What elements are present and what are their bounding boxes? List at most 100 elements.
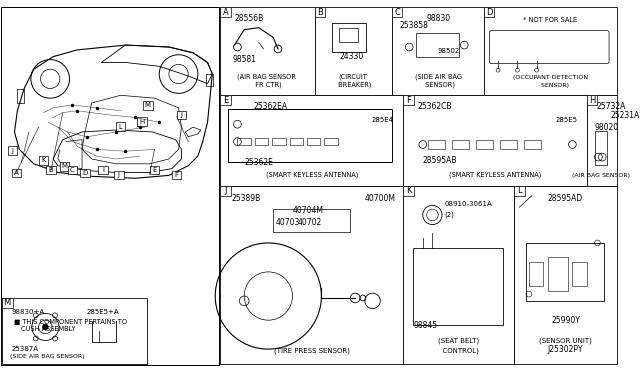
- Bar: [12, 169, 21, 177]
- Text: 285E4: 285E4: [372, 117, 394, 123]
- Bar: [1, 7, 219, 365]
- Bar: [587, 95, 617, 186]
- Bar: [114, 170, 124, 179]
- Bar: [526, 243, 604, 301]
- Text: 25732A: 25732A: [596, 102, 626, 111]
- Text: * NOT FOR SALE: * NOT FOR SALE: [523, 17, 577, 23]
- Bar: [289, 138, 303, 145]
- Text: (SMART KEYLESS ANTENNA): (SMART KEYLESS ANTENNA): [266, 172, 358, 178]
- Bar: [515, 186, 525, 196]
- Text: 08910-3061A: 08910-3061A: [444, 201, 492, 207]
- Text: 28595AD: 28595AD: [548, 195, 583, 203]
- Text: CONTROL): CONTROL): [438, 347, 479, 354]
- Bar: [38, 156, 48, 165]
- Bar: [143, 101, 152, 110]
- Text: D: D: [486, 8, 492, 17]
- Bar: [403, 95, 587, 186]
- Text: J: J: [118, 172, 120, 178]
- Text: 98502: 98502: [437, 48, 460, 54]
- Bar: [428, 140, 445, 149]
- Text: ■ THIS COMPONENT PERTAINS TO: ■ THIS COMPONENT PERTAINS TO: [15, 319, 127, 325]
- Bar: [548, 257, 568, 291]
- Bar: [272, 138, 285, 145]
- Bar: [452, 140, 469, 149]
- Bar: [17, 89, 24, 103]
- Text: F: F: [406, 96, 412, 105]
- Bar: [220, 95, 230, 105]
- Text: (CIRCUIT: (CIRCUIT: [339, 73, 368, 80]
- Text: 40702: 40702: [298, 218, 321, 227]
- Bar: [413, 248, 503, 325]
- Bar: [205, 74, 213, 86]
- Text: 24330: 24330: [339, 52, 364, 61]
- Text: (OCCUPANT DETECTION: (OCCUPANT DETECTION: [513, 75, 588, 80]
- Bar: [220, 7, 230, 17]
- Bar: [116, 122, 125, 131]
- Text: 98020: 98020: [595, 123, 619, 132]
- Text: 25990Y: 25990Y: [551, 316, 580, 325]
- Text: CUSH ASSEMBLY: CUSH ASSEMBLY: [21, 326, 76, 332]
- Text: 25362E: 25362E: [244, 158, 273, 167]
- Bar: [476, 140, 493, 149]
- Text: A: A: [223, 8, 228, 17]
- Text: H: H: [589, 96, 595, 105]
- Text: E: E: [223, 96, 228, 105]
- Bar: [273, 209, 350, 232]
- Text: (AIR BAG SENSOR: (AIR BAG SENSOR: [237, 73, 296, 80]
- Text: A: A: [14, 170, 19, 176]
- Text: J: J: [12, 148, 13, 154]
- Text: K: K: [41, 157, 45, 163]
- Text: M: M: [61, 163, 68, 169]
- Bar: [8, 147, 17, 155]
- Bar: [177, 111, 186, 119]
- Bar: [572, 262, 587, 286]
- Bar: [307, 138, 321, 145]
- Text: L: L: [118, 124, 123, 129]
- Text: C: C: [70, 167, 75, 173]
- Text: 285E5+A: 285E5+A: [87, 310, 120, 315]
- Bar: [587, 95, 598, 105]
- Text: 25231A: 25231A: [611, 111, 640, 121]
- Bar: [484, 7, 494, 17]
- Text: BREAKER): BREAKER): [335, 81, 371, 87]
- Text: 25389B: 25389B: [232, 195, 261, 203]
- Text: 98581: 98581: [232, 55, 256, 64]
- Text: 40704M: 40704M: [292, 206, 323, 215]
- Text: 25362CB: 25362CB: [418, 102, 452, 111]
- Text: J25302PY: J25302PY: [548, 345, 584, 354]
- Text: J: J: [180, 112, 182, 118]
- Text: 98830: 98830: [426, 14, 451, 23]
- Bar: [80, 169, 90, 177]
- Text: (TIRE PRESS SENSOR): (TIRE PRESS SENSOR): [274, 347, 349, 354]
- Text: 25387A: 25387A: [12, 346, 38, 352]
- Text: SENSOR): SENSOR): [421, 81, 455, 87]
- Bar: [524, 140, 541, 149]
- Text: (SENSOR UNIT): (SENSOR UNIT): [539, 338, 592, 344]
- Text: L: L: [518, 186, 522, 195]
- Text: SENSOR): SENSOR): [531, 83, 569, 87]
- Text: 285E5: 285E5: [556, 117, 577, 123]
- Text: C: C: [394, 8, 400, 17]
- Bar: [2, 298, 147, 363]
- Bar: [315, 7, 392, 95]
- Bar: [484, 7, 617, 95]
- Text: 28595AB: 28595AB: [423, 156, 457, 165]
- Text: 40703: 40703: [276, 218, 300, 227]
- Bar: [332, 23, 366, 52]
- Bar: [60, 162, 70, 170]
- Text: 28556B: 28556B: [234, 14, 264, 23]
- Text: J: J: [224, 186, 227, 195]
- Text: (SIDE AIR BAG SENSOR): (SIDE AIR BAG SENSOR): [10, 354, 84, 359]
- Text: I: I: [102, 167, 104, 173]
- Bar: [403, 186, 515, 363]
- Bar: [237, 138, 251, 145]
- Bar: [392, 7, 403, 17]
- Text: M: M: [145, 102, 150, 108]
- Text: F: F: [175, 172, 179, 178]
- Text: FR CTR): FR CTR): [251, 81, 282, 87]
- Bar: [150, 166, 159, 174]
- Text: 40700M: 40700M: [365, 195, 396, 203]
- Text: 98845: 98845: [413, 321, 437, 330]
- Bar: [595, 131, 607, 165]
- Bar: [515, 186, 617, 363]
